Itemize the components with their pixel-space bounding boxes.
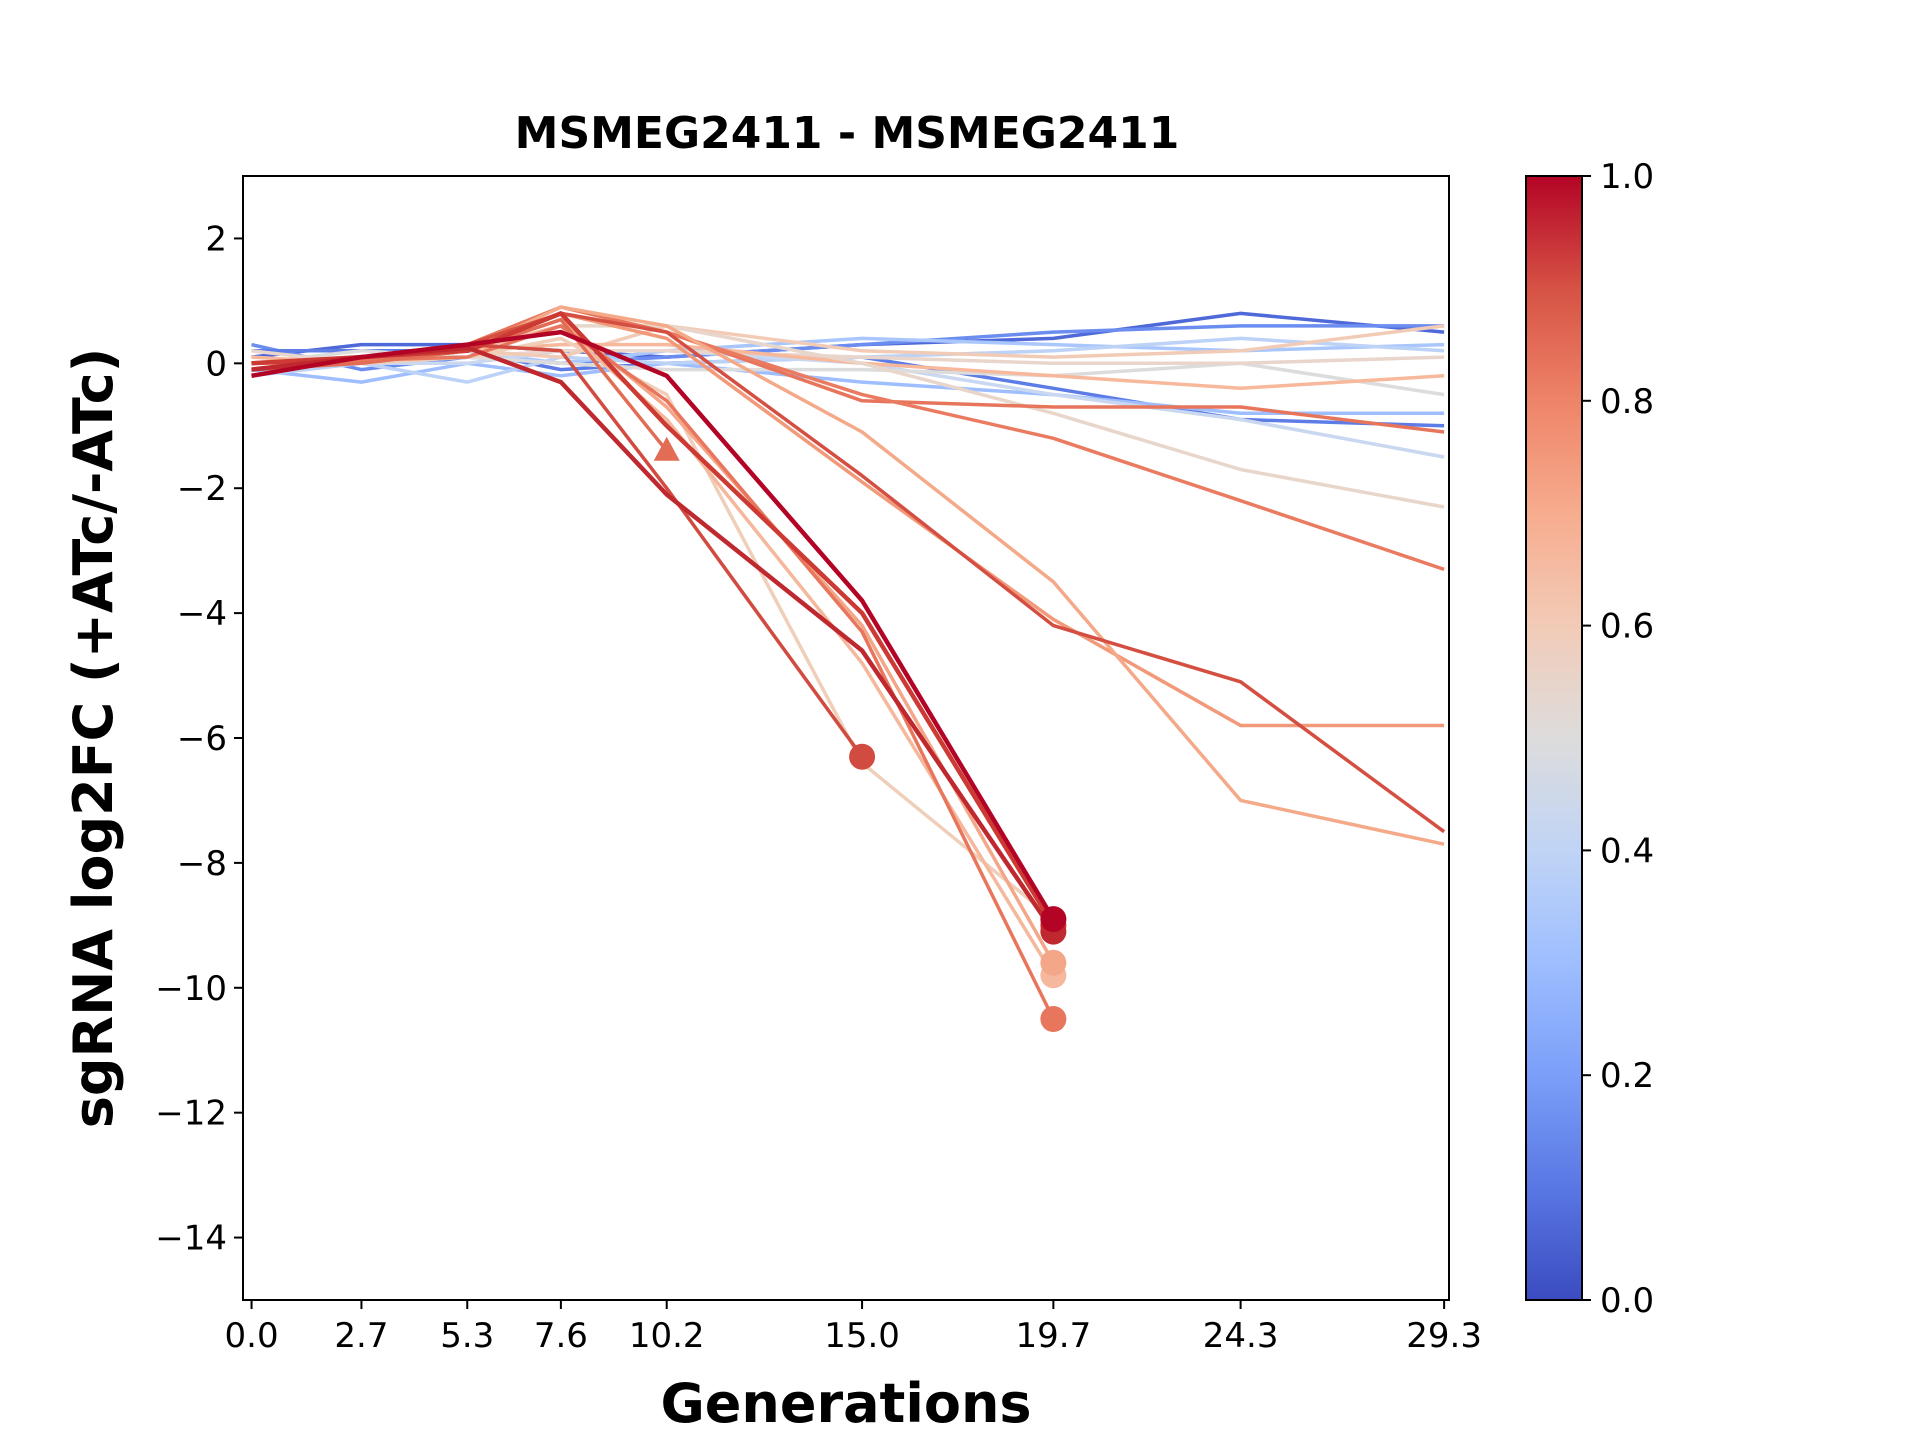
series-line bbox=[251, 336, 1055, 921]
y-tick-label: −2 bbox=[177, 469, 227, 509]
x-tick-label: 29.3 bbox=[1406, 1316, 1482, 1356]
x-axis-label: Generations bbox=[660, 1372, 1031, 1435]
x-tick-label: 5.3 bbox=[440, 1316, 494, 1356]
x-tick-label: 19.7 bbox=[1016, 1316, 1092, 1356]
colorbar-tick-label: 0.2 bbox=[1600, 1056, 1654, 1096]
series-line bbox=[251, 324, 1055, 1020]
end-marker bbox=[653, 436, 680, 461]
y-tick-label: 0 bbox=[205, 344, 227, 384]
series-line bbox=[251, 329, 1056, 921]
colorbar-tick-label: 0.6 bbox=[1600, 607, 1654, 647]
y-tick-label: −8 bbox=[177, 844, 227, 884]
x-tick-label: 0.0 bbox=[225, 1316, 279, 1356]
colorbar-tick-label: 1.0 bbox=[1600, 157, 1654, 197]
series-line bbox=[251, 324, 1055, 977]
end-marker bbox=[1040, 906, 1067, 933]
y-tick-label: −6 bbox=[177, 719, 227, 759]
y-tick-label: −10 bbox=[155, 969, 227, 1009]
plot-area bbox=[251, 305, 1446, 1032]
y-tick-label: −12 bbox=[155, 1094, 227, 1134]
x-tick-label: 7.6 bbox=[534, 1316, 588, 1356]
end-marker bbox=[1040, 949, 1067, 976]
series-line bbox=[251, 324, 1445, 372]
end-marker bbox=[1040, 1006, 1067, 1032]
colorbar bbox=[1525, 175, 1583, 1301]
y-tick-label: 2 bbox=[205, 219, 227, 259]
x-tick-label: 10.2 bbox=[629, 1316, 705, 1356]
y-axis-label: sgRNA log2FC (+ATc/-ATc) bbox=[62, 348, 125, 1129]
x-tick-label: 2.7 bbox=[334, 1316, 388, 1356]
y-tick-label: −4 bbox=[177, 594, 227, 634]
series-line bbox=[251, 317, 1055, 964]
x-tick-label: 15.0 bbox=[824, 1316, 900, 1356]
y-tick-label: −14 bbox=[155, 1219, 227, 1259]
series-line bbox=[251, 336, 1445, 384]
colorbar-tick-label: 0.0 bbox=[1600, 1281, 1654, 1321]
chart-title: MSMEG2411 - MSMEG2411 bbox=[515, 108, 1180, 159]
colorbar-tick-label: 0.8 bbox=[1600, 382, 1654, 422]
end-marker bbox=[849, 743, 876, 770]
x-tick-label: 24.3 bbox=[1203, 1316, 1279, 1356]
colorbar-tick-label: 0.4 bbox=[1600, 831, 1654, 871]
